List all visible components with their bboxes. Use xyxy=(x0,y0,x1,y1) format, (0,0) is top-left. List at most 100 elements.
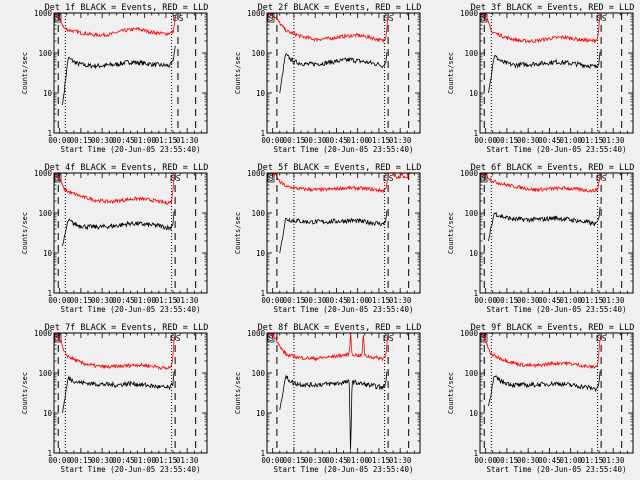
plot-area xyxy=(55,173,176,247)
y-tick-label: 1000 xyxy=(247,169,266,178)
panel-5: Det 5f BLACK = Events, RED = LLD Counts/s… xyxy=(234,163,421,314)
x-tick-label: 00:00 xyxy=(261,456,284,465)
end-marker-label: E xyxy=(596,334,601,343)
chart-title: Det 7f BLACK = Events, RED = LLD xyxy=(45,323,209,333)
lld-series-line xyxy=(268,173,411,194)
x-tick-label: 00:45 xyxy=(325,456,348,465)
x-tick-label: 01:15 xyxy=(368,456,391,465)
x-tick-label: 00:15 xyxy=(283,456,306,465)
start-marker: S xyxy=(480,13,488,23)
x-tick-label: 01:00 xyxy=(559,136,582,145)
x-tick-label: 01:15 xyxy=(155,136,178,145)
x-tick-label: 01:00 xyxy=(133,456,156,465)
start-marker-label: S xyxy=(269,14,274,23)
plot-area xyxy=(481,13,602,94)
start-marker: S xyxy=(267,173,275,183)
x-tick-label: 00:30 xyxy=(91,296,114,305)
lld-series-line xyxy=(481,13,602,44)
y-tick-label: 1000 xyxy=(460,9,479,18)
y-tick-label: 10 xyxy=(43,409,53,418)
x-tick-label: 00:30 xyxy=(517,296,540,305)
x-tick-label: 00:45 xyxy=(538,296,561,305)
y-axis-label: Counts/sec xyxy=(447,52,455,94)
x-tick-label: 01:30 xyxy=(389,456,412,465)
x-tick-label: 01:30 xyxy=(176,456,199,465)
start-marker: S xyxy=(267,13,275,23)
plot-frame xyxy=(479,12,634,134)
y-tick-label: 1 xyxy=(260,449,265,458)
panel-3: Det 3f BLACK = Events, RED = LLD Counts/s… xyxy=(447,3,634,154)
y-tick-label: 100 xyxy=(38,369,52,378)
end-marker-label: E xyxy=(596,174,601,183)
x-tick-label: 01:15 xyxy=(155,296,178,305)
x-tick-label: 00:30 xyxy=(304,136,327,145)
lld-series-line xyxy=(481,333,602,369)
events-series-line xyxy=(62,45,176,106)
plot-area xyxy=(55,13,178,106)
x-tick-label: 01:15 xyxy=(368,296,391,305)
start-marker: S xyxy=(54,13,62,23)
x-tick-label: 01:30 xyxy=(602,136,625,145)
y-tick-label: 1 xyxy=(473,289,478,298)
x-tick-label: 01:30 xyxy=(602,456,625,465)
x-tick-label: 01:30 xyxy=(176,136,199,145)
chart-title: Det 1f BLACK = Events, RED = LLD xyxy=(45,3,209,13)
x-tick-label: 00:30 xyxy=(304,456,327,465)
x-axis-label: Start Time (20-Jun-05 23:55:40) xyxy=(274,145,414,154)
events-series-line xyxy=(62,211,175,247)
x-tick-label: 00:15 xyxy=(496,456,519,465)
plot-frame xyxy=(53,172,208,294)
y-tick-label: 1 xyxy=(473,129,478,138)
end-marker-label: E xyxy=(383,14,388,23)
x-axis-label: Start Time (20-Jun-05 23:55:40) xyxy=(487,145,627,154)
plot-area xyxy=(55,333,176,414)
x-tick-label: 01:15 xyxy=(581,136,604,145)
x-axis-label: Start Time (20-Jun-05 23:55:40) xyxy=(487,465,627,474)
events-series-line xyxy=(488,371,601,407)
start-marker-label: S xyxy=(482,14,487,23)
plot-frame xyxy=(479,172,634,294)
x-tick-label: 01:00 xyxy=(133,296,156,305)
x-tick-label: 00:30 xyxy=(517,136,540,145)
panel-7: Det 7f BLACK = Events, RED = LLD Counts/s… xyxy=(21,323,208,474)
x-tick-label: 01:30 xyxy=(389,136,412,145)
plot-frame xyxy=(479,332,634,454)
x-axis-label: Start Time (20-Jun-05 23:55:40) xyxy=(487,305,627,314)
x-tick-label: 01:00 xyxy=(346,136,369,145)
x-tick-label: 00:45 xyxy=(325,136,348,145)
y-tick-label: 100 xyxy=(251,209,265,218)
plot-area xyxy=(268,173,411,254)
y-tick-label: 100 xyxy=(251,369,265,378)
start-marker-label: S xyxy=(56,174,61,183)
second-start-marker-label: S xyxy=(389,14,394,23)
start-marker-label: S xyxy=(269,334,274,343)
x-axis-label: Start Time (20-Jun-05 23:55:40) xyxy=(274,465,414,474)
lld-series-line xyxy=(55,333,176,370)
y-tick-label: 100 xyxy=(464,49,478,58)
plot-area xyxy=(268,333,389,450)
lld-series-line xyxy=(55,13,178,38)
second-start-marker-label: S xyxy=(389,174,394,183)
x-tick-label: 00:15 xyxy=(496,136,519,145)
x-tick-label: 00:45 xyxy=(325,296,348,305)
y-tick-label: 100 xyxy=(38,209,52,218)
x-tick-label: 01:15 xyxy=(581,296,604,305)
x-tick-label: 00:30 xyxy=(304,296,327,305)
y-axis-label: Counts/sec xyxy=(21,372,29,414)
start-marker: S xyxy=(480,173,488,183)
y-tick-label: 1000 xyxy=(34,329,53,338)
y-tick-label: 1 xyxy=(260,289,265,298)
x-tick-label: 01:30 xyxy=(602,296,625,305)
plot-frame xyxy=(53,12,208,134)
y-tick-label: 1 xyxy=(47,289,52,298)
x-tick-label: 00:30 xyxy=(517,456,540,465)
x-tick-label: 01:00 xyxy=(559,456,582,465)
lld-series-line xyxy=(268,13,389,44)
events-series-line xyxy=(279,210,388,254)
y-tick-label: 1000 xyxy=(247,9,266,18)
y-tick-label: 10 xyxy=(469,89,479,98)
x-tick-label: 00:00 xyxy=(261,296,284,305)
end-marker-label: E xyxy=(596,14,601,23)
x-tick-label: 01:15 xyxy=(155,456,178,465)
